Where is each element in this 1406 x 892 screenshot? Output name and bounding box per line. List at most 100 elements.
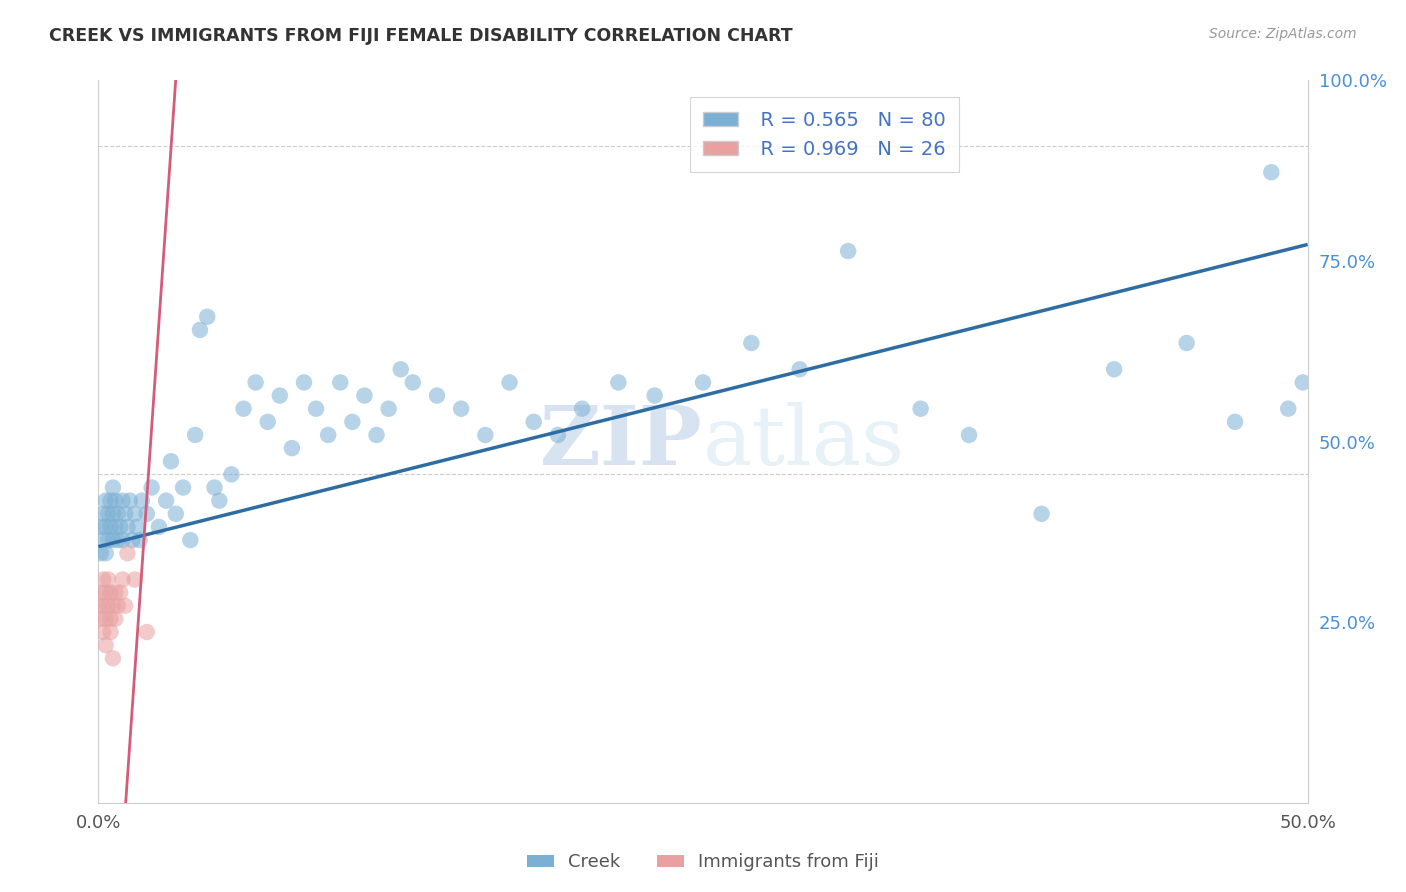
Point <box>837 244 859 258</box>
Point <box>389 362 412 376</box>
Point <box>108 520 131 534</box>
Point <box>135 625 157 640</box>
Point <box>377 401 399 416</box>
Point <box>644 388 666 402</box>
Point <box>104 612 127 626</box>
Point <box>316 428 339 442</box>
Point <box>97 533 120 547</box>
Point <box>1223 415 1246 429</box>
Point <box>101 481 124 495</box>
Point <box>740 336 762 351</box>
Point <box>232 401 254 416</box>
Point <box>402 376 425 390</box>
Point <box>114 599 136 613</box>
Point <box>1175 336 1198 351</box>
Point <box>245 376 267 390</box>
Point <box>160 454 183 468</box>
Point <box>104 520 127 534</box>
Legend:   R = 0.565   N = 80,   R = 0.969   N = 26: R = 0.565 N = 80, R = 0.969 N = 26 <box>689 97 959 172</box>
Point <box>1102 362 1125 376</box>
Point <box>100 625 122 640</box>
Point <box>101 507 124 521</box>
Point <box>547 428 569 442</box>
Point <box>1292 376 1315 390</box>
Point <box>184 428 207 442</box>
Point <box>957 428 980 442</box>
Point <box>607 376 630 390</box>
Point <box>121 533 143 547</box>
Point <box>111 573 134 587</box>
Point <box>97 573 120 587</box>
Point <box>256 415 278 429</box>
Point <box>87 599 110 613</box>
Point <box>172 481 194 495</box>
Point <box>104 493 127 508</box>
Point <box>910 401 932 416</box>
Point <box>117 520 139 534</box>
Point <box>1260 165 1282 179</box>
Point <box>329 376 352 390</box>
Point <box>124 507 146 521</box>
Point <box>305 401 328 416</box>
Point <box>94 612 117 626</box>
Point <box>94 520 117 534</box>
Point <box>127 520 149 534</box>
Point <box>101 533 124 547</box>
Point <box>281 441 304 455</box>
Point <box>90 585 112 599</box>
Point <box>131 493 153 508</box>
Point <box>571 401 593 416</box>
Point <box>91 533 114 547</box>
Point <box>90 612 112 626</box>
Text: ZIP: ZIP <box>540 401 703 482</box>
Point <box>111 493 134 508</box>
Point <box>97 599 120 613</box>
Point <box>100 520 122 534</box>
Point <box>101 651 124 665</box>
Point <box>179 533 201 547</box>
Point <box>91 507 114 521</box>
Point <box>124 573 146 587</box>
Point <box>148 520 170 534</box>
Point <box>100 612 122 626</box>
Point <box>498 376 520 390</box>
Point <box>366 428 388 442</box>
Point <box>107 599 129 613</box>
Point <box>292 376 315 390</box>
Point <box>100 493 122 508</box>
Point <box>141 481 163 495</box>
Point <box>94 493 117 508</box>
Point <box>114 507 136 521</box>
Point <box>474 428 496 442</box>
Point <box>204 481 226 495</box>
Text: Source: ZipAtlas.com: Source: ZipAtlas.com <box>1209 27 1357 41</box>
Point <box>90 520 112 534</box>
Point <box>94 638 117 652</box>
Point <box>1031 507 1053 521</box>
Legend: Creek, Immigrants from Fiji: Creek, Immigrants from Fiji <box>520 847 886 879</box>
Point <box>195 310 218 324</box>
Point <box>188 323 211 337</box>
Point <box>91 573 114 587</box>
Point <box>269 388 291 402</box>
Text: atlas: atlas <box>703 401 905 482</box>
Point <box>107 533 129 547</box>
Point <box>523 415 546 429</box>
Point <box>342 415 364 429</box>
Point <box>692 376 714 390</box>
Point <box>100 585 122 599</box>
Point <box>155 493 177 508</box>
Point <box>426 388 449 402</box>
Point <box>450 401 472 416</box>
Point <box>101 599 124 613</box>
Point <box>117 546 139 560</box>
Point <box>165 507 187 521</box>
Point <box>104 585 127 599</box>
Point <box>108 585 131 599</box>
Text: CREEK VS IMMIGRANTS FROM FIJI FEMALE DISABILITY CORRELATION CHART: CREEK VS IMMIGRANTS FROM FIJI FEMALE DIS… <box>49 27 793 45</box>
Point <box>97 507 120 521</box>
Point <box>94 585 117 599</box>
Point <box>1277 401 1299 416</box>
Point <box>118 493 141 508</box>
Point <box>789 362 811 376</box>
